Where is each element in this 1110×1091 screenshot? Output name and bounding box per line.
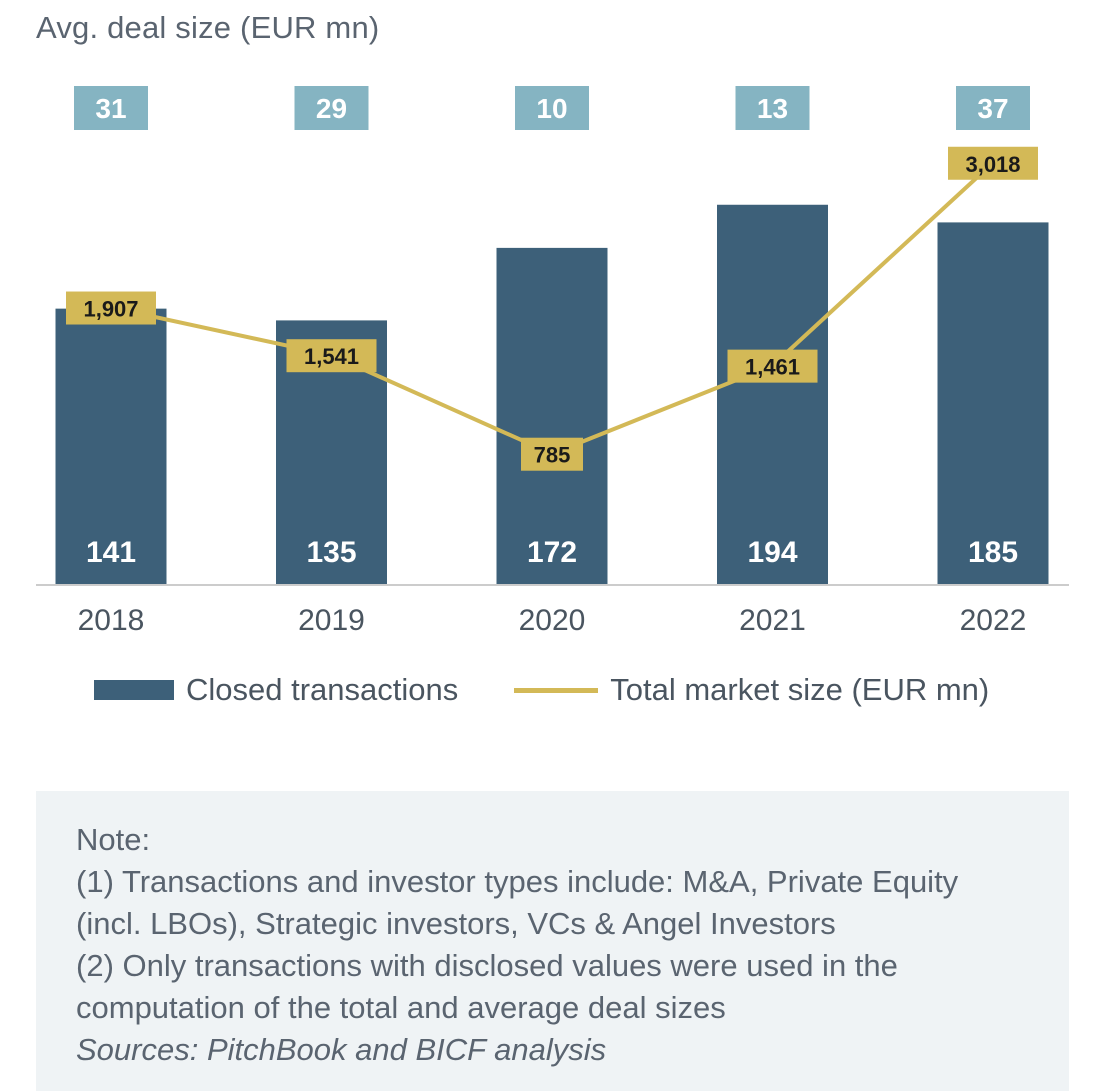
line-value-labels: 1,907 1,541 785 1,461 3,018 (66, 146, 1038, 471)
avg-deal-size-row: 31 29 10 13 37 (74, 86, 1030, 130)
bar-2018 (55, 308, 167, 585)
x-tick-2021: 2021 (739, 604, 806, 637)
bar-series (55, 204, 1049, 585)
avg-deal-size-label: Avg. deal size (EUR mn) (36, 10, 380, 45)
bar-label-2018: 141 (86, 536, 136, 569)
bar-label-2020: 172 (527, 536, 577, 569)
legend-line-swatch (514, 687, 599, 693)
note-source: Sources: PitchBook and BICF analysis (76, 1032, 607, 1067)
avg-box-2018 (74, 86, 148, 130)
avg-box-2019 (294, 86, 369, 130)
x-tick-2022: 2022 (960, 604, 1027, 637)
bar-2022 (937, 222, 1049, 585)
legend-line-label: Total market size (EUR mn) (610, 672, 990, 707)
avg-box-2020 (515, 86, 589, 130)
line-label-2022: 3,018 (965, 152, 1020, 177)
avg-label-2022: 37 (977, 93, 1008, 124)
bar-label-2019: 135 (306, 536, 356, 569)
bar-value-labels: 141 135 172 194 185 (86, 536, 1018, 569)
legend-bar-label: Closed transactions (186, 672, 459, 707)
note-title: Note: (76, 822, 151, 857)
bar-2020 (496, 247, 608, 585)
line-label-2020: 785 (534, 443, 571, 468)
line-label-box-2018 (66, 291, 156, 325)
x-tick-2020: 2020 (519, 604, 586, 637)
x-tick-labels: 2018 2019 2020 2021 2022 (78, 604, 1027, 637)
note-line-4: computation of the total and average dea… (76, 990, 726, 1025)
x-tick-2018: 2018 (78, 604, 145, 637)
bar-label-2021: 194 (747, 536, 797, 569)
legend-bar-swatch (94, 680, 174, 700)
note-box: Note: (1) Transactions and investor type… (36, 791, 1069, 1091)
avg-label-2020: 10 (536, 93, 567, 124)
line-label-box-2019 (286, 339, 377, 373)
line-label-2018: 1,907 (83, 297, 138, 322)
x-tick-2019: 2019 (298, 604, 365, 637)
line-label-box-2021 (727, 349, 818, 383)
line-label-2021: 1,461 (745, 355, 800, 380)
note-line-3: (2) Only transactions with disclosed val… (76, 948, 898, 983)
bar-label-2022: 185 (968, 536, 1018, 569)
note-line-2: (incl. LBOs), Strategic investors, VCs &… (76, 906, 836, 941)
market-chart: 31 29 10 13 37 141 135 172 194 185 1,907 1,541 785… (36, 86, 1069, 637)
avg-label-2021: 13 (757, 93, 788, 124)
avg-box-2022 (956, 86, 1030, 130)
bar-2021 (717, 204, 828, 585)
legend: Closed transactions Total market size (E… (94, 670, 989, 710)
avg-label-2018: 31 (95, 93, 126, 124)
line-label-2019: 1,541 (304, 344, 359, 369)
avg-box-2021 (735, 86, 810, 130)
note-line-1: (1) Transactions and investor types incl… (76, 864, 959, 899)
line-label-box-2020 (521, 437, 583, 471)
avg-label-2019: 29 (316, 93, 347, 124)
line-label-box-2022 (948, 146, 1038, 180)
